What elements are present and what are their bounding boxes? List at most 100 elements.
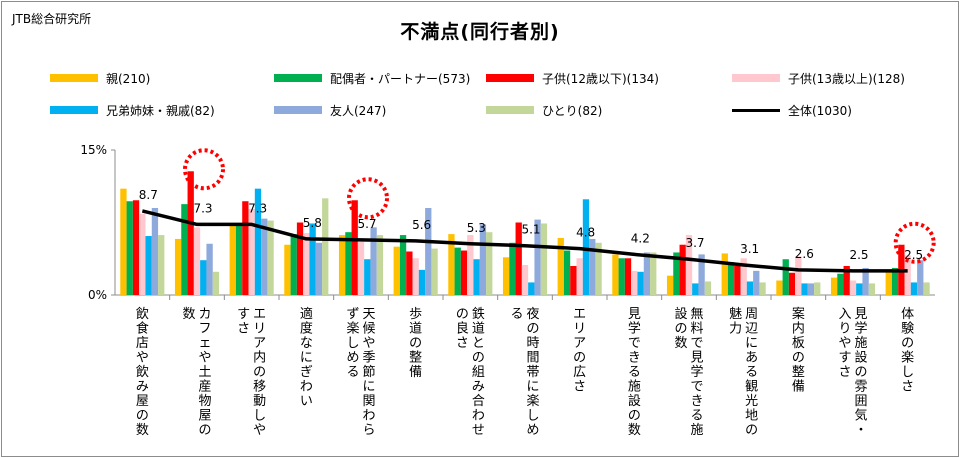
bar xyxy=(502,257,510,295)
legend-swatch xyxy=(274,106,322,114)
bar xyxy=(187,171,194,295)
bar xyxy=(126,201,133,295)
total-data-label: 2.6 xyxy=(795,247,814,261)
x-tick-label: 見学施設の雰囲気・入りやすさ xyxy=(838,307,867,438)
bar xyxy=(759,282,766,295)
bar xyxy=(315,242,323,295)
bar xyxy=(364,259,371,295)
legend-line-swatch xyxy=(732,108,780,112)
bar xyxy=(801,283,808,295)
total-data-label: 4.2 xyxy=(631,231,650,245)
bar xyxy=(563,250,571,295)
bar xyxy=(418,269,426,295)
bar xyxy=(814,282,821,295)
bar xyxy=(830,277,838,295)
bar xyxy=(120,188,127,295)
bar xyxy=(595,242,602,295)
legend-swatch xyxy=(732,74,780,82)
x-tick-label: 体験の楽しさ xyxy=(901,307,914,395)
total-data-label: 3.1 xyxy=(740,242,759,256)
bar xyxy=(589,238,596,295)
legend-item-friend: 友人(247) xyxy=(274,101,386,119)
total-line xyxy=(141,209,908,273)
bar xyxy=(376,235,384,295)
bar xyxy=(698,254,705,295)
x-tick-label: 見学できる施設の数 xyxy=(628,307,641,438)
bar xyxy=(174,238,182,295)
bar xyxy=(885,271,892,295)
legend-swatch xyxy=(274,74,322,82)
legend-label: 子供(12歳以下)(134) xyxy=(542,71,659,86)
legend-label: 子供(13歳以上)(128) xyxy=(788,71,905,86)
legend-label: ひとり(82) xyxy=(542,103,603,118)
total-data-label: 7.3 xyxy=(193,201,212,215)
bar xyxy=(338,235,346,295)
bar xyxy=(467,235,474,295)
bar xyxy=(637,271,644,295)
x-tick-label: 周辺にある観光地の魅力 xyxy=(729,307,758,438)
y-tick-label: 15% xyxy=(80,143,107,157)
x-tick-label: カフェや土産物屋の数 xyxy=(182,307,211,438)
total-data-label: 3.7 xyxy=(685,236,704,250)
bar xyxy=(856,283,863,295)
bar xyxy=(631,270,638,295)
bar xyxy=(454,247,461,295)
total-data-label: 8.7 xyxy=(139,188,158,202)
total-data-label: 5.7 xyxy=(357,217,376,231)
legend: 親(210) 配偶者・パートナー(573) 子供(12歳以下)(134) 子供(… xyxy=(0,60,960,132)
legend-item-sibling: 兄弟姉妹・親戚(82) xyxy=(50,101,215,119)
organization-label: JTB総合研究所 xyxy=(12,12,92,26)
bar xyxy=(917,260,924,295)
chart-title: 不満点(同行者別) xyxy=(400,21,560,43)
total-data-label: 7.3 xyxy=(248,201,267,215)
bar xyxy=(679,244,686,295)
bar xyxy=(284,244,291,295)
legend-swatch xyxy=(50,106,98,114)
bar xyxy=(807,283,815,295)
bar xyxy=(557,237,564,295)
bar xyxy=(910,282,918,295)
total-data-label: 4.8 xyxy=(576,226,595,240)
bar xyxy=(261,218,268,295)
total-data-label: 5.1 xyxy=(521,223,540,237)
legend-label: 配偶者・パートナー(573) xyxy=(330,71,471,86)
bar xyxy=(158,235,165,295)
x-tick-label: エリアの広さ xyxy=(573,307,586,395)
bar xyxy=(788,272,796,295)
bar xyxy=(624,258,632,295)
legend-item-alone: ひとり(82) xyxy=(486,101,602,119)
bar xyxy=(753,270,760,295)
bar xyxy=(727,262,735,295)
bar xyxy=(399,235,407,295)
x-tick-label: 無料で見学できる施設の数 xyxy=(674,306,703,438)
bar xyxy=(515,222,522,295)
bar xyxy=(923,282,930,295)
bar xyxy=(448,234,455,295)
bar xyxy=(534,219,541,295)
bar xyxy=(582,199,590,295)
legend-item-parent: 親(210) xyxy=(50,69,150,87)
bar xyxy=(837,273,844,295)
bar xyxy=(351,200,358,295)
bar xyxy=(345,232,352,295)
legend-label: 全体(1030) xyxy=(788,103,852,118)
bar xyxy=(673,252,680,295)
bar xyxy=(473,259,480,295)
bar xyxy=(267,220,274,295)
total-data-label: 2.5 xyxy=(849,248,868,262)
bar xyxy=(206,243,213,295)
x-tick-label: 適度なにぎわい xyxy=(300,306,313,409)
bar xyxy=(521,265,529,295)
bar xyxy=(132,200,140,295)
total-data-label: 5.3 xyxy=(467,221,486,235)
legend-label: 友人(247) xyxy=(330,103,387,118)
bar xyxy=(290,234,297,295)
x-tick-label: 歩道の整備 xyxy=(409,307,422,380)
bar xyxy=(460,250,468,295)
bar xyxy=(618,258,625,295)
bar xyxy=(740,258,747,295)
y-tick-label: 0% xyxy=(88,288,107,302)
bar xyxy=(296,222,304,295)
legend-label: 親(210) xyxy=(106,71,151,86)
legend-label: 兄弟姉妹・親戚(82) xyxy=(106,103,215,118)
